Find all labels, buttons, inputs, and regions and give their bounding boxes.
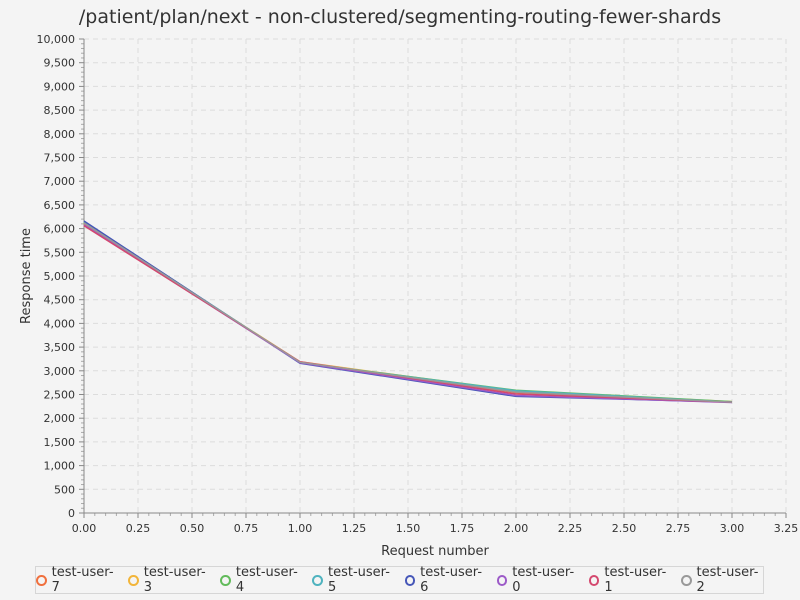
legend-swatch	[128, 574, 139, 586]
x-tick-label: 1.75	[450, 522, 475, 535]
x-tick-label: 3.00	[720, 522, 745, 535]
legend-label: test-user-3	[143, 565, 206, 595]
y-tick-label: 6,000	[44, 223, 76, 236]
legend-item-test-user-3: test-user-3	[128, 565, 210, 595]
x-tick-label: 1.00	[288, 522, 313, 535]
y-axis-label: Response time	[19, 228, 34, 324]
legend-swatch	[220, 574, 231, 586]
legend-swatch	[36, 574, 47, 586]
y-tick-label: 10,000	[37, 33, 76, 46]
x-tick-label: 1.25	[342, 522, 367, 535]
y-tick-label: 7,500	[44, 152, 76, 165]
legend-item-test-user-2: test-user-2	[680, 565, 763, 595]
x-tick-label: 0.50	[180, 522, 205, 535]
x-tick-label: 2.25	[558, 522, 583, 535]
legend-item-test-user-6: test-user-6	[404, 565, 487, 595]
legend-swatch	[312, 574, 324, 586]
y-tick-label: 3,500	[44, 341, 76, 354]
y-tick-label: 500	[54, 483, 75, 496]
y-tick-label: 1,000	[44, 460, 76, 473]
y-tick-label: 2,000	[44, 412, 76, 425]
legend-label: test-user-4	[235, 565, 298, 595]
legend-swatch	[588, 574, 600, 586]
x-tick-label: 2.00	[504, 522, 529, 535]
legend-item-test-user-4: test-user-4	[220, 565, 302, 595]
x-tick-label: 1.50	[396, 522, 421, 535]
y-tick-label: 6,500	[44, 199, 76, 212]
chart-title: /patient/plan/next - non-clustered/segme…	[78, 6, 722, 28]
x-tick-label: 2.75	[666, 522, 691, 535]
legend-item-test-user-5: test-user-5	[312, 565, 394, 595]
x-axis-label: Request number	[381, 544, 489, 559]
y-tick-label: 5,500	[44, 246, 76, 259]
x-tick-label: 0.75	[234, 522, 259, 535]
y-tick-label: 9,000	[44, 80, 76, 93]
legend-item-test-user-1: test-user-1	[588, 565, 671, 595]
x-tick-label: 0.25	[126, 522, 151, 535]
x-tick-label: 0.00	[72, 522, 97, 535]
legend-swatch	[680, 574, 692, 586]
y-tick-label: 1,500	[44, 436, 76, 449]
y-tick-label: 2,500	[44, 389, 76, 402]
legend-label: test-user-2	[696, 565, 759, 595]
y-tick-label: 8,000	[44, 128, 76, 141]
legend-swatch	[496, 574, 508, 586]
legend: test-user-7 test-user-3 test-user-4 test-us…	[35, 565, 764, 595]
y-tick-label: 9,500	[44, 57, 76, 70]
legend-label: test-user-7	[51, 565, 114, 595]
x-tick-label: 2.50	[612, 522, 637, 535]
x-tick-label: 3.25	[774, 522, 799, 535]
y-tick-label: 3,000	[44, 365, 76, 378]
legend-label: test-user-0	[512, 565, 575, 595]
legend-label: test-user-6	[420, 565, 483, 595]
y-tick-label: 0	[68, 507, 75, 520]
y-tick-label: 7,000	[44, 175, 76, 188]
legend-label: test-user-1	[604, 565, 667, 595]
y-tick-label: 4,500	[44, 294, 76, 307]
legend-item-test-user-0: test-user-0	[496, 565, 579, 595]
legend-item-test-user-7: test-user-7	[36, 565, 118, 595]
y-tick-label: 4,000	[44, 317, 76, 330]
y-tick-label: 8,500	[44, 104, 76, 117]
series-line-test-user-2	[83, 222, 733, 403]
legend-swatch	[404, 574, 416, 586]
legend-label: test-user-5	[328, 565, 390, 595]
y-tick-label: 5,000	[44, 270, 76, 283]
